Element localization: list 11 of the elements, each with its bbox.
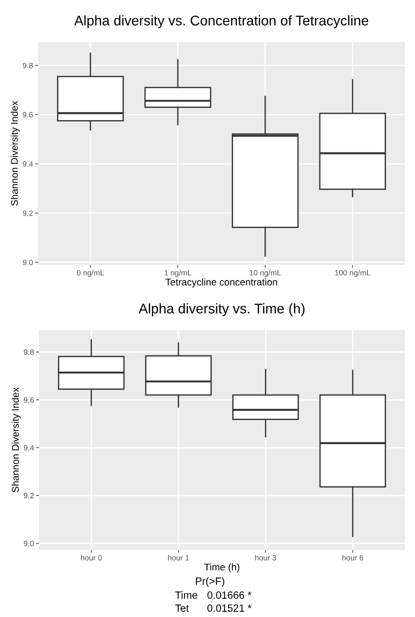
y-axis-title: Shannon Diversity Index: [10, 100, 20, 206]
text: Pr(>F): [196, 577, 224, 587]
x-axis-title: Tetracycline concentration: [166, 278, 278, 288]
text: 0.01666 *: [207, 591, 252, 599]
x-axis-title: Time (h): [204, 563, 240, 572]
chart-title: Alpha diversity vs. Time (h): [138, 303, 304, 316]
text: Tet: [175, 604, 189, 612]
text: Time: [175, 591, 198, 599]
y-axis-title: Shannon Diversity Index: [12, 387, 21, 492]
text: 0.01521 *: [207, 604, 252, 612]
chart-title: Alpha diversity vs. Concentration of Tetracycline: [74, 15, 368, 28]
